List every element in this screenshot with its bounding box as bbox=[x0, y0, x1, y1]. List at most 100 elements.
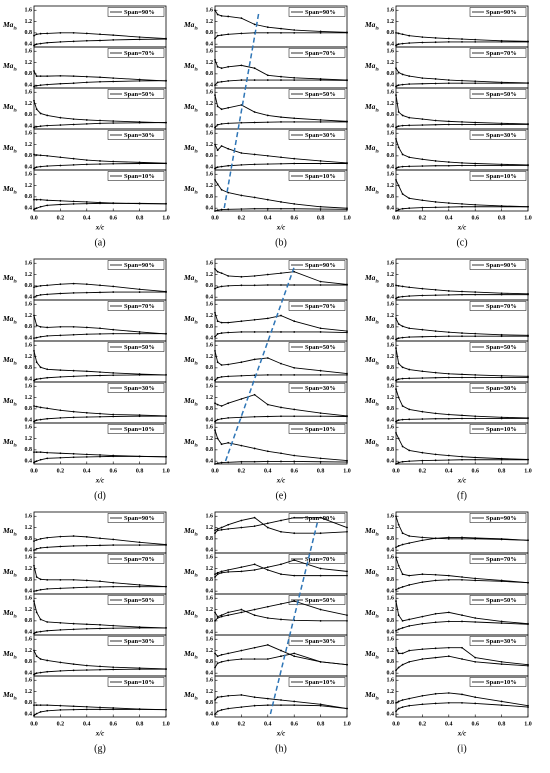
data-point bbox=[46, 670, 49, 673]
data-point bbox=[138, 584, 141, 586]
data-point bbox=[346, 707, 348, 710]
x-tick-label: 0.2 bbox=[57, 721, 65, 727]
data-point bbox=[395, 317, 397, 320]
data-point bbox=[46, 284, 49, 287]
data-point bbox=[474, 82, 477, 85]
y-axis-label-sub: is bbox=[195, 150, 198, 155]
data-point bbox=[33, 673, 35, 676]
data-point bbox=[216, 529, 219, 532]
data-point bbox=[216, 376, 219, 379]
y-axis-label: Ma bbox=[2, 61, 14, 70]
legend-label: Span=90% bbox=[486, 262, 517, 269]
x-tick-label: 1.0 bbox=[343, 215, 351, 221]
data-point bbox=[99, 119, 101, 122]
data-point bbox=[447, 417, 450, 420]
y-tick-label: 0.8 bbox=[387, 153, 395, 159]
data-point bbox=[39, 711, 42, 713]
data-point bbox=[474, 702, 477, 705]
y-axis-label-sub: is bbox=[195, 403, 198, 408]
data-point bbox=[240, 194, 243, 197]
legend-label: Span=10% bbox=[486, 679, 517, 686]
data-point bbox=[346, 330, 348, 333]
data-point bbox=[33, 600, 35, 602]
data-point bbox=[35, 207, 38, 210]
data-point bbox=[216, 105, 219, 108]
data-point bbox=[280, 563, 282, 566]
data-point bbox=[33, 564, 35, 567]
data-point bbox=[395, 338, 397, 341]
y-tick-label: 0.8 bbox=[25, 30, 33, 36]
y-tick-label: 1.6 bbox=[387, 425, 395, 431]
data-point bbox=[280, 362, 282, 365]
y-tick-label: 1.6 bbox=[387, 90, 395, 96]
y-tick-label: 1.6 bbox=[25, 384, 33, 390]
data-point bbox=[165, 455, 167, 458]
data-point bbox=[401, 207, 404, 210]
data-point bbox=[138, 121, 141, 124]
data-point bbox=[319, 703, 322, 706]
panel-label: (h) bbox=[275, 743, 287, 754]
y-tick-label: 1.2 bbox=[387, 525, 395, 531]
data-point bbox=[138, 415, 141, 418]
data-point bbox=[253, 646, 256, 649]
y-tick-label: 0.8 bbox=[387, 536, 395, 542]
data-point bbox=[112, 544, 115, 546]
data-point bbox=[216, 270, 219, 273]
data-point bbox=[220, 660, 223, 663]
y-axis-label: Ma bbox=[364, 184, 376, 193]
data-point bbox=[395, 178, 397, 181]
x-tick-label: 1.0 bbox=[162, 721, 170, 727]
y-tick-label: 0.8 bbox=[206, 618, 214, 624]
data-point bbox=[39, 205, 42, 208]
data-point bbox=[85, 202, 88, 205]
data-point bbox=[85, 623, 88, 626]
data-point bbox=[33, 126, 35, 129]
axes-frame bbox=[33, 422, 167, 465]
data-point bbox=[46, 165, 49, 167]
data-point bbox=[216, 528, 219, 530]
y-tick-label: 1.2 bbox=[387, 566, 395, 572]
data-point bbox=[421, 158, 424, 161]
data-point bbox=[46, 154, 49, 157]
data-point bbox=[216, 662, 219, 665]
data-point bbox=[227, 707, 230, 710]
y-tick-label: 0.4 bbox=[387, 459, 395, 465]
y-axis-label-sub: is bbox=[14, 27, 17, 32]
legend-box bbox=[288, 383, 346, 393]
data-point bbox=[408, 197, 411, 200]
data-point bbox=[474, 38, 477, 41]
data-point bbox=[401, 532, 404, 535]
data-point bbox=[395, 126, 397, 129]
data-point bbox=[33, 167, 35, 170]
y-tick-label: 0.8 bbox=[25, 577, 33, 583]
data-point bbox=[39, 588, 42, 591]
y-tick-label: 0.8 bbox=[387, 659, 395, 665]
data-point bbox=[72, 375, 75, 378]
data-point bbox=[99, 163, 101, 165]
data-point bbox=[293, 415, 296, 418]
y-tick-label: 0.4 bbox=[25, 418, 33, 424]
data-point bbox=[280, 374, 282, 376]
data-point bbox=[85, 669, 88, 671]
data-point bbox=[35, 336, 38, 339]
data-point bbox=[214, 84, 216, 87]
data-point bbox=[319, 619, 322, 622]
data-point bbox=[35, 154, 38, 156]
data-point bbox=[401, 83, 404, 86]
data-point bbox=[39, 198, 42, 201]
data-point bbox=[447, 655, 450, 658]
y-tick-label: 0.8 bbox=[387, 365, 395, 371]
data-point bbox=[461, 335, 463, 338]
legend-label: Span=70% bbox=[305, 50, 336, 57]
data-point bbox=[266, 273, 269, 276]
legend-box bbox=[288, 48, 346, 58]
data-point bbox=[33, 649, 35, 652]
data-point bbox=[527, 205, 529, 208]
data-line bbox=[395, 579, 529, 591]
legend-box bbox=[469, 383, 527, 393]
y-tick-label: 0.4 bbox=[387, 336, 395, 342]
data-point bbox=[319, 160, 322, 162]
data-point bbox=[214, 267, 216, 270]
y-tick-label: 1.2 bbox=[206, 142, 214, 148]
data-point bbox=[240, 164, 243, 166]
